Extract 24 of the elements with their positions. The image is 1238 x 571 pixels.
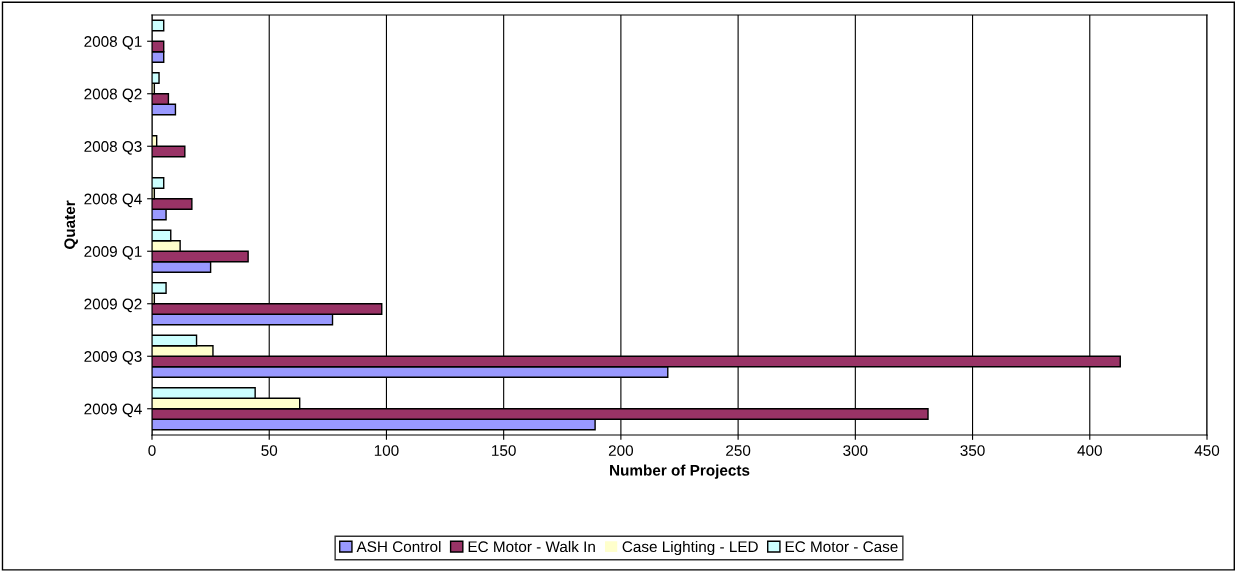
y-tick-label: 2008 Q1 <box>84 36 142 50</box>
x-tick-label: 250 <box>726 445 751 456</box>
legend-label: Case Lighting - LED <box>622 540 758 556</box>
x-tick-label: 350 <box>960 445 985 456</box>
x-tick-label: 0 <box>148 445 156 456</box>
y-tick-label: 2008 Q4 <box>84 193 142 208</box>
y-tick-label: 2009 Q3 <box>84 351 142 365</box>
x-tick-label: 50 <box>261 445 278 456</box>
x-tick-label: 400 <box>1077 445 1102 456</box>
legend-label: EC Motor - Case <box>785 541 898 553</box>
y-tick-label: 2008 Q2 <box>84 88 142 103</box>
x-tick-label: 150 <box>492 445 516 456</box>
legend-label: ASH Control <box>356 540 441 553</box>
x-tick-label: 300 <box>843 445 868 456</box>
legend-label: EC Motor - Walk In <box>468 540 595 553</box>
y-tick-label: 2009 Q1 <box>84 246 142 260</box>
y-tick-label: 2009 Q4 <box>84 403 142 418</box>
x-axis-title: Number of Projects <box>610 464 750 479</box>
x-tick-label: 450 <box>1194 445 1220 456</box>
x-tick-label: 100 <box>374 445 399 456</box>
y-axis-title: Quater <box>64 200 78 249</box>
y-tick-label: 2008 Q3 <box>84 141 142 155</box>
y-tick-label: 2009 Q2 <box>84 298 142 313</box>
x-tick-label: 200 <box>608 445 634 456</box>
